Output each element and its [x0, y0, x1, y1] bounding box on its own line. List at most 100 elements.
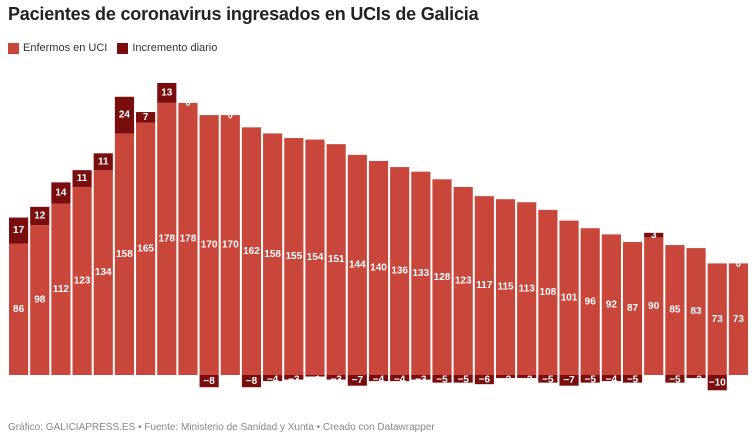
increment-label: −5	[542, 375, 554, 386]
bar	[51, 203, 71, 375]
value-label: 162	[243, 246, 260, 257]
increment-label: −7	[563, 375, 575, 386]
value-label: 178	[158, 234, 175, 245]
value-label: 136	[391, 266, 408, 277]
increment-label: 0	[736, 259, 741, 269]
increment-bar	[622, 375, 643, 383]
increment-label: 11	[77, 173, 88, 184]
increment-label: −4	[267, 375, 279, 386]
increment-label: −2	[500, 375, 512, 386]
value-label: 113	[519, 283, 536, 294]
chart-title: Pacientes de coronavirus ingresados en U…	[8, 4, 479, 24]
increment-label: −10	[709, 377, 726, 388]
increment-label: 0	[185, 98, 190, 108]
increment-label: −4	[394, 375, 406, 386]
value-label: 108	[540, 287, 557, 298]
increment-bar	[517, 375, 537, 379]
footer: Gráfico: GALICIAPRESS.ES • Fuente: Minis…	[8, 422, 435, 433]
value-label: 158	[116, 249, 133, 260]
value-label: 170	[222, 240, 239, 251]
bar	[368, 160, 389, 375]
value-label: 165	[137, 244, 154, 255]
bar	[199, 115, 219, 376]
increment-bar	[241, 375, 262, 388]
increment-label: 13	[161, 88, 173, 99]
bar	[9, 243, 29, 375]
increment-label: −2	[521, 375, 533, 386]
bar	[220, 115, 240, 376]
bar	[157, 102, 177, 376]
increment-label: −5	[585, 375, 597, 386]
increment-label: −5	[669, 375, 681, 386]
value-label: 87	[627, 303, 639, 314]
increment-label: −3	[330, 375, 342, 386]
increment-bar	[114, 96, 135, 134]
increment-label: −5	[436, 375, 448, 386]
increment-bar	[559, 375, 579, 386]
value-label: 101	[561, 292, 578, 303]
increment-bar	[199, 375, 219, 388]
increment-bar	[453, 375, 473, 383]
increment-bar	[432, 375, 452, 383]
bar	[665, 245, 685, 375]
value-label: 83	[691, 306, 703, 317]
increment-label: 12	[34, 211, 46, 222]
value-label: 115	[497, 282, 514, 293]
increment-label: 17	[13, 225, 25, 236]
increment-bar	[347, 375, 367, 386]
increment-bar	[72, 170, 92, 187]
bar	[284, 138, 304, 375]
value-label: 73	[712, 314, 724, 325]
legend-label: Enfermos en UCI	[23, 42, 108, 54]
legend: Enfermos en UCI Incremento diario	[8, 42, 217, 54]
increment-bar	[9, 217, 29, 244]
value-label: 134	[95, 267, 112, 278]
legend-item: Incremento diario	[117, 42, 217, 54]
increment-bar	[51, 182, 71, 204]
value-label: 133	[412, 268, 429, 279]
bar	[728, 263, 748, 375]
value-label: 140	[370, 263, 387, 274]
increment-bar	[390, 375, 410, 382]
bar	[263, 133, 283, 375]
bar	[93, 170, 113, 375]
increment-bar	[538, 375, 558, 383]
value-label: 178	[180, 234, 197, 245]
bar	[453, 186, 473, 375]
increment-label: −3	[415, 375, 427, 386]
value-label: 73	[733, 314, 745, 325]
bar	[411, 171, 431, 375]
bar	[30, 225, 50, 375]
increment-bar	[263, 375, 283, 382]
increment-label: −4	[606, 375, 618, 386]
increment-bar	[665, 375, 685, 383]
increment-label: −4	[373, 375, 385, 386]
value-label: 151	[328, 254, 345, 265]
value-label: 96	[585, 296, 597, 307]
increment-label: −7	[352, 375, 364, 386]
bar	[517, 202, 537, 375]
bar	[686, 248, 706, 375]
bar	[622, 241, 643, 375]
increment-bar	[474, 375, 494, 385]
increment-label: −8	[203, 376, 215, 387]
value-label: 85	[669, 305, 681, 316]
bar	[241, 127, 262, 375]
increment-bar	[411, 375, 431, 380]
bar	[390, 167, 410, 375]
value-label: 170	[201, 240, 218, 251]
value-label: 158	[264, 249, 281, 260]
bar	[136, 122, 156, 375]
legend-item: Enfermos en UCI	[8, 42, 107, 54]
bar	[474, 196, 494, 375]
bar	[432, 179, 452, 375]
increment-label: −1	[309, 375, 321, 386]
increment-bar	[580, 375, 600, 383]
bar	[347, 154, 367, 375]
increment-label: −5	[627, 375, 639, 386]
bar	[495, 199, 516, 375]
bar	[178, 102, 198, 376]
value-label: 117	[476, 280, 493, 291]
